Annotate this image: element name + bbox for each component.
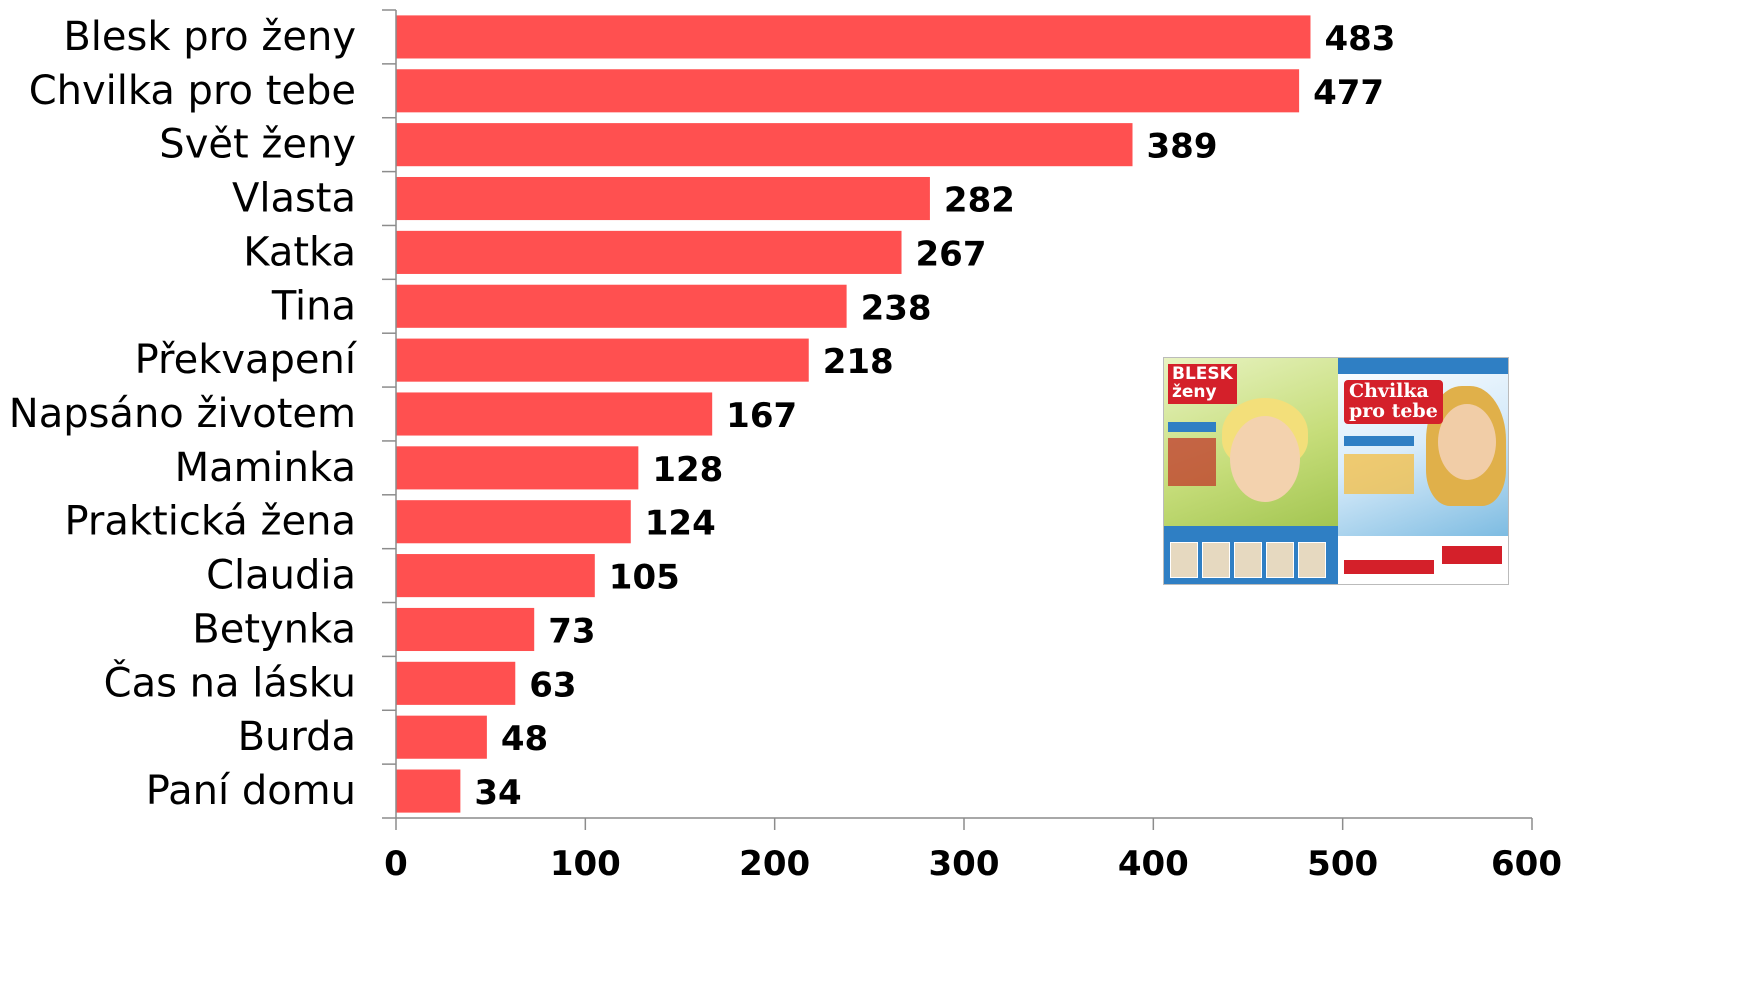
- category-label: Maminka: [175, 445, 356, 491]
- category-label: Paní domu: [146, 768, 356, 814]
- bar: [396, 715, 487, 759]
- value-label: 218: [823, 342, 894, 382]
- cover-headline-box: [1343, 560, 1434, 574]
- bar: [396, 769, 461, 813]
- value-label: 124: [645, 504, 716, 544]
- cover-bottom-band: [1337, 536, 1508, 584]
- bar: [396, 554, 595, 598]
- category-labels: Blesk pro ženy Chvilka pro tebe Svět ženy V…: [9, 14, 358, 814]
- axes: [382, 9, 1533, 830]
- value-label: 477: [1313, 73, 1384, 113]
- cover-headline-box: [1442, 546, 1502, 564]
- x-tick-label: 0: [384, 844, 408, 884]
- cover-masthead-logo: BLESK ženy: [1168, 364, 1237, 404]
- value-label: 63: [529, 665, 576, 705]
- category-label: Vlasta: [232, 176, 356, 222]
- bar: [396, 392, 713, 436]
- value-label: 73: [548, 611, 595, 651]
- x-tick-labels: 0 100 200 300 400 500 600: [384, 844, 1562, 884]
- bar: [396, 69, 1300, 113]
- cover-photo-row: [1343, 454, 1414, 494]
- x-tick-label: 600: [1491, 844, 1562, 884]
- cover-food-photo: [1168, 438, 1216, 486]
- cover-thumbnail: [1170, 542, 1198, 578]
- bar: [396, 607, 535, 652]
- cover-bottom-band: [1164, 526, 1338, 584]
- value-label: 282: [944, 181, 1015, 221]
- x-tick-label: 300: [929, 844, 1000, 884]
- magazine-cover-blesk-pro-zeny: BLESK ženy: [1164, 358, 1338, 584]
- bar: [396, 661, 516, 705]
- bar: [396, 123, 1133, 167]
- cover-thumbnail: [1266, 542, 1294, 578]
- cover-strip: [1168, 422, 1216, 432]
- category-label: Burda: [238, 714, 356, 760]
- value-label: 48: [501, 719, 548, 759]
- x-tick-label: 400: [1118, 844, 1189, 884]
- cover-model-face: [1230, 416, 1300, 502]
- category-label: Napsáno životem: [9, 391, 356, 437]
- category-label: Katka: [243, 229, 356, 275]
- value-label: 167: [726, 396, 797, 436]
- category-label: Betynka: [192, 606, 356, 652]
- value-label: 483: [1324, 19, 1395, 59]
- x-tick-label: 100: [550, 844, 621, 884]
- category-label: Praktická žena: [65, 499, 356, 545]
- category-label: Claudia: [206, 553, 356, 599]
- cover-masthead-logo: Chvilka pro tebe: [1343, 380, 1443, 424]
- bar: [396, 446, 639, 490]
- cover-top-bar: [1337, 358, 1508, 374]
- category-label: Čas na lásku: [104, 658, 356, 706]
- bar: [396, 15, 1311, 59]
- bar: [396, 230, 902, 274]
- category-label: Překvapení: [135, 337, 358, 383]
- category-label: Chvilka pro tebe: [29, 68, 356, 114]
- value-label: 105: [609, 558, 680, 598]
- value-label: 128: [652, 450, 723, 490]
- category-label: Svět ženy: [159, 122, 356, 168]
- cover-strip: [1343, 436, 1414, 446]
- value-label: 238: [861, 288, 932, 328]
- value-label: 389: [1147, 127, 1218, 167]
- x-tick-label: 200: [739, 844, 810, 884]
- value-label: 34: [474, 773, 521, 813]
- bar: [396, 176, 930, 221]
- cover-thumbnail: [1202, 542, 1230, 578]
- bar: [396, 338, 809, 382]
- cover-thumbnail: [1298, 542, 1326, 578]
- magazine-covers-image: BLESK ženy Chvilka pro tebe: [1163, 357, 1509, 585]
- value-label: 267: [916, 234, 987, 274]
- category-label: Tina: [271, 283, 356, 329]
- x-tick-label: 500: [1307, 844, 1378, 884]
- cover-thumbnail: [1234, 542, 1262, 578]
- magazine-cover-chvilka-pro-tebe: Chvilka pro tebe: [1337, 358, 1508, 584]
- category-label: Blesk pro ženy: [63, 14, 356, 60]
- bars: [396, 15, 1311, 813]
- cover-model-face: [1437, 404, 1496, 480]
- bar: [396, 284, 847, 328]
- bar: [396, 500, 631, 544]
